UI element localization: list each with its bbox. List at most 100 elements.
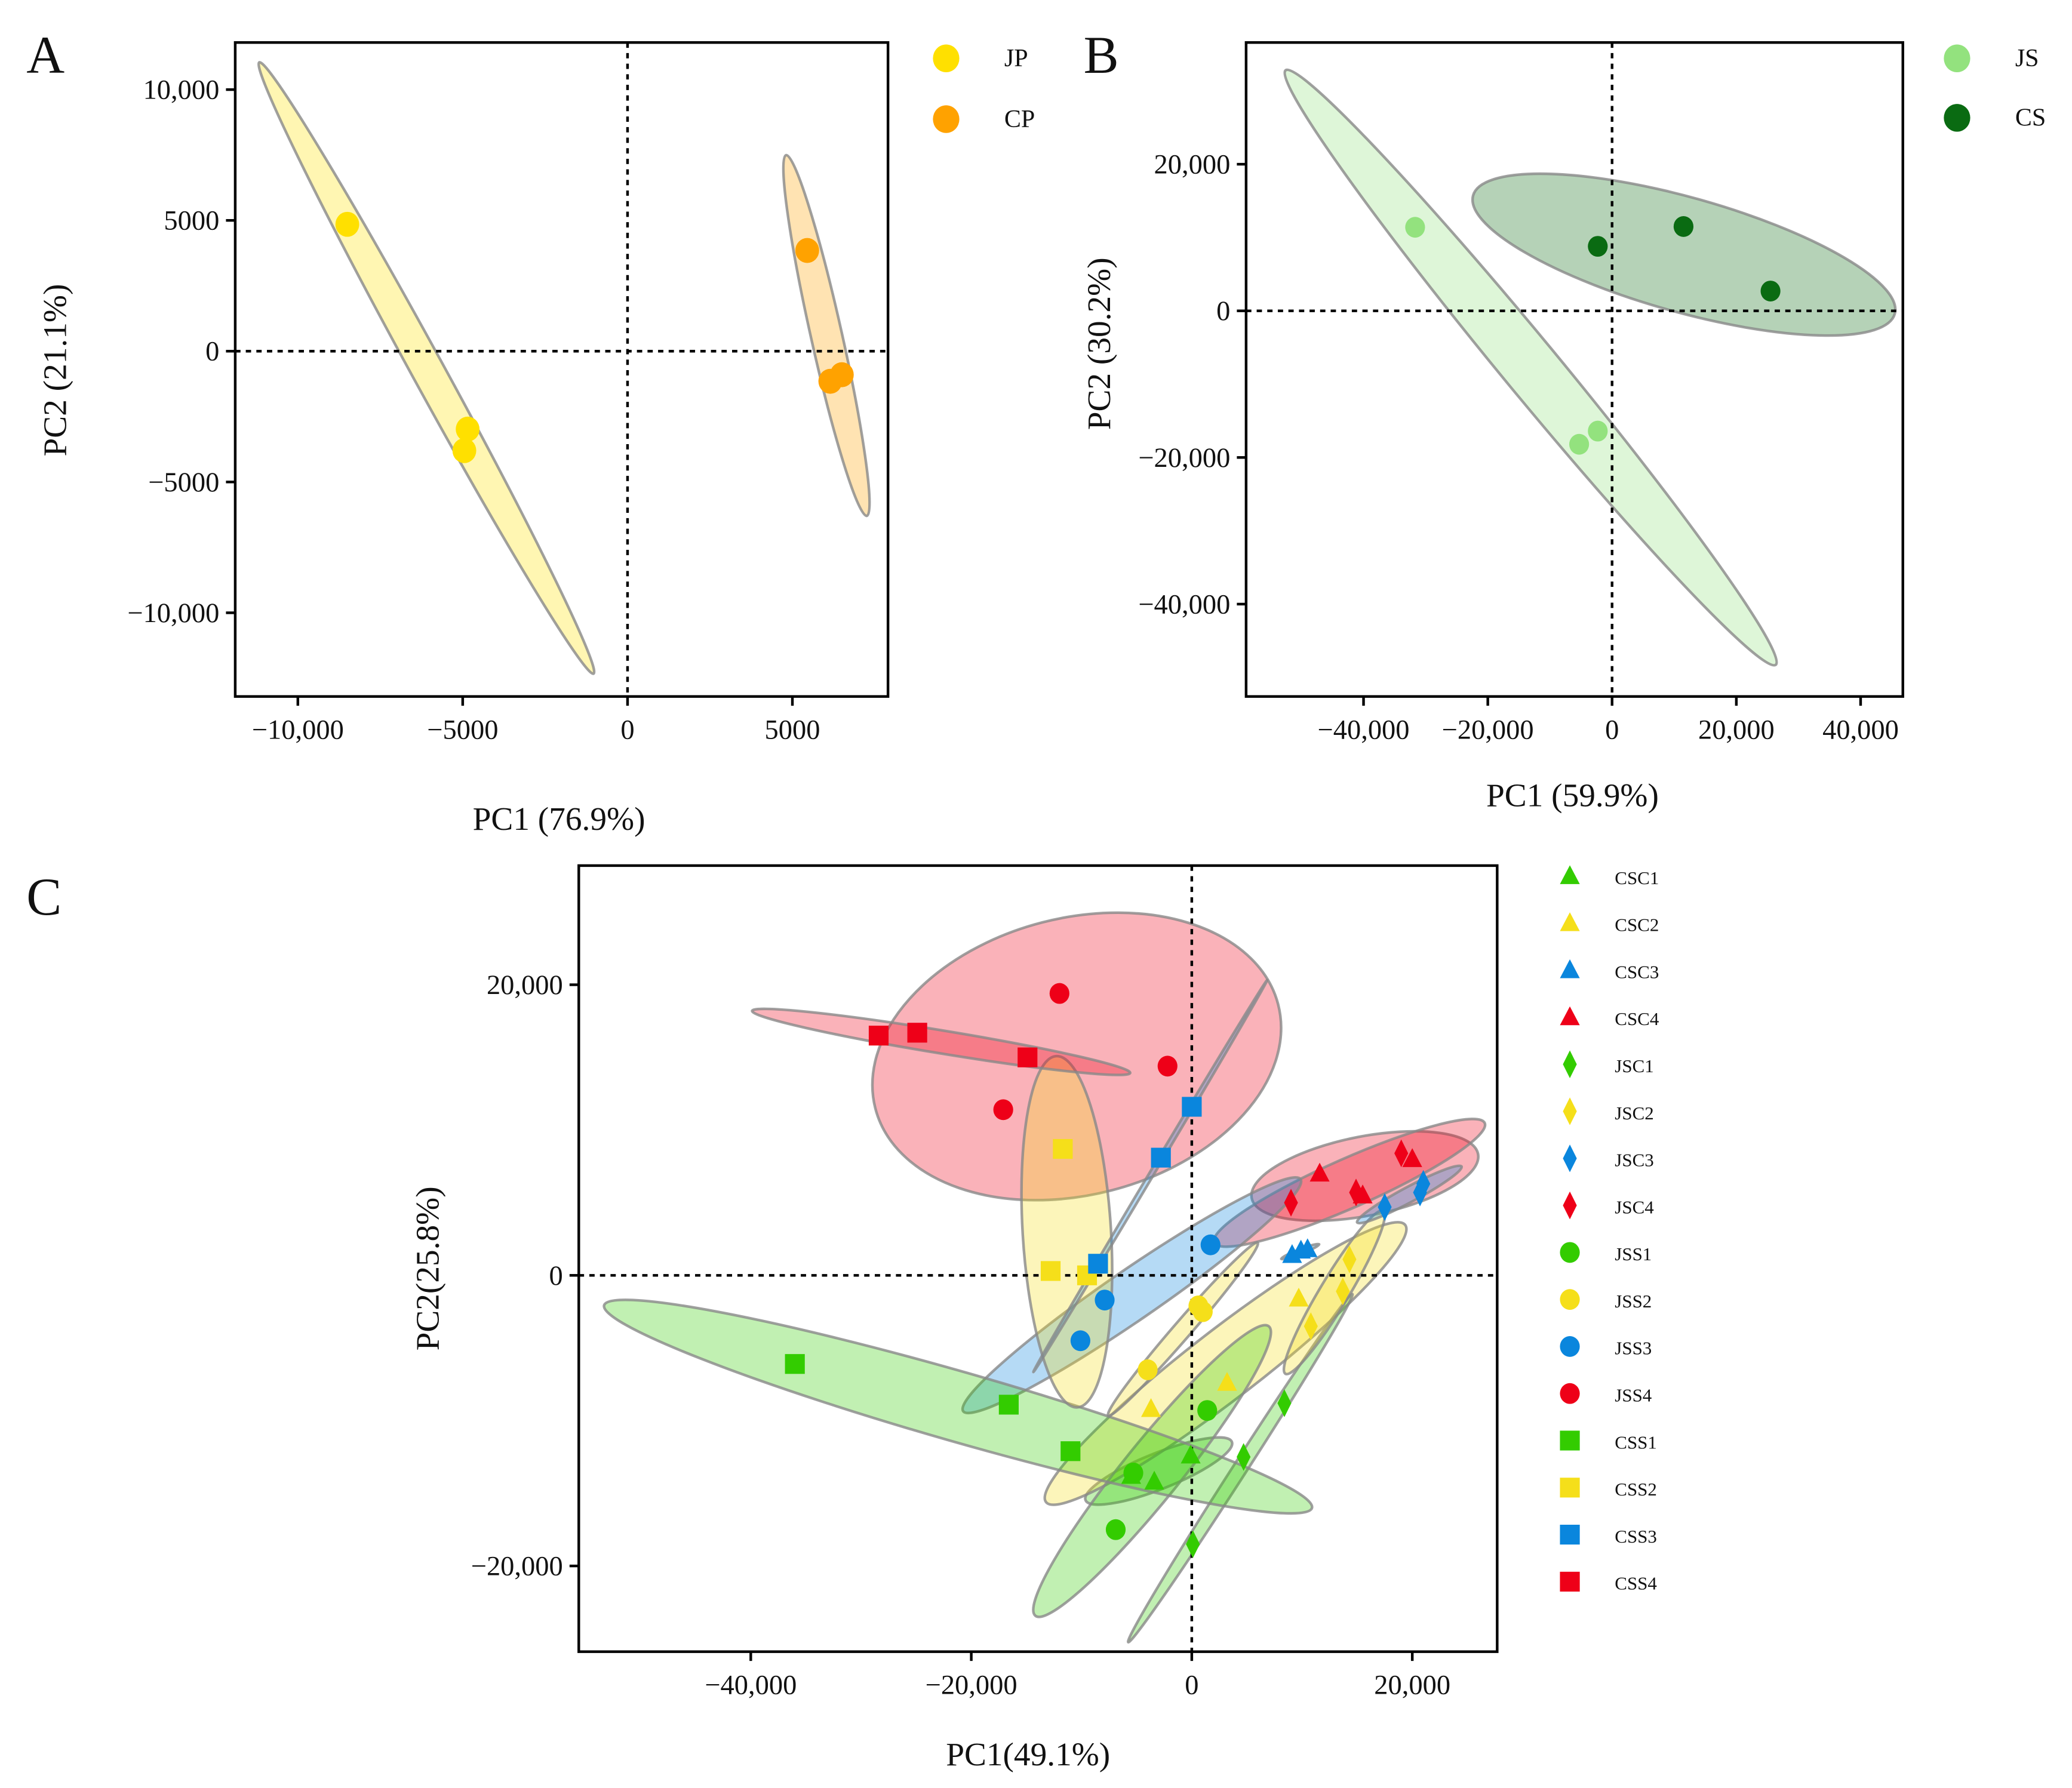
y-tick-label: −20,000 — [1138, 443, 1230, 473]
panel-b-xlabel: PC1 (59.9%) — [1486, 777, 1659, 813]
legend-marker-css1 — [1560, 1430, 1580, 1451]
legend-marker-css4 — [1560, 1571, 1580, 1592]
x-tick-label: −20,000 — [1442, 715, 1534, 745]
y-tick-label: 0 — [549, 1261, 563, 1291]
legend-marker-csc4 — [1560, 1006, 1580, 1026]
y-tick-label: 10,000 — [143, 75, 220, 106]
data-point-jss4 — [1049, 983, 1069, 1004]
data-point-jss1 — [1123, 1462, 1143, 1484]
x-tick-label: −10,000 — [252, 715, 344, 745]
x-tick-label: 40,000 — [1822, 715, 1899, 745]
data-point-jss4 — [993, 1099, 1013, 1121]
data-point-jsc2 — [1342, 1245, 1357, 1273]
legend-label-jsc4: JSC4 — [1615, 1196, 1653, 1217]
legend-marker-jsc4 — [1563, 1191, 1577, 1220]
y-tick-label: 0 — [205, 337, 219, 367]
legend-label-jss2: JSS2 — [1615, 1291, 1652, 1312]
x-tick-label: −5000 — [427, 715, 498, 745]
data-point-cp — [795, 238, 819, 263]
x-tick-label: 0 — [620, 715, 634, 745]
x-tick-label: 0 — [1185, 1670, 1198, 1700]
data-point-jss1 — [1197, 1400, 1218, 1421]
legend-label-jp: JP — [1004, 45, 1028, 72]
x-tick-label: 5000 — [765, 715, 820, 745]
data-point-css3 — [1182, 1097, 1202, 1117]
legend-marker-jss1 — [1560, 1242, 1580, 1263]
x-tick-label: 0 — [1605, 715, 1619, 745]
panel-label-c: C — [26, 868, 62, 927]
legend-marker-csc3 — [1560, 959, 1580, 978]
panel-c-xlabel: PC1(49.1%) — [946, 1736, 1110, 1772]
data-point-jss2 — [1138, 1359, 1158, 1380]
data-point-cs — [1760, 281, 1781, 301]
data-point-jss2 — [1192, 1301, 1213, 1322]
y-tick-label: −5000 — [148, 467, 219, 498]
data-point-css4 — [1017, 1047, 1038, 1067]
legend-label-cs: CS — [2015, 104, 2046, 132]
plot-frame — [1244, 41, 1904, 698]
legend-marker-jsc3 — [1563, 1144, 1577, 1172]
data-point-css1 — [785, 1354, 805, 1374]
legend-label-cp: CP — [1004, 106, 1035, 133]
legend-marker-cp — [933, 105, 960, 133]
legend-marker-css2 — [1560, 1478, 1580, 1498]
x-tick-label: −20,000 — [926, 1670, 1017, 1700]
data-point-csc2 — [1289, 1287, 1309, 1307]
confidence-ellipse-cp — [782, 153, 871, 518]
confidence-ellipse-css1 — [602, 1298, 1314, 1515]
legend-label-css3: CSS3 — [1615, 1526, 1657, 1547]
legend-marker-jp — [933, 44, 960, 73]
data-point-css4 — [868, 1026, 889, 1046]
data-point-csc3 — [1298, 1238, 1318, 1257]
y-tick-label: 20,000 — [1154, 150, 1231, 180]
confidence-ellipse-jss1 — [1032, 1324, 1272, 1618]
legend-marker-jss2 — [1560, 1289, 1580, 1310]
legend-marker-csc2 — [1560, 912, 1580, 931]
data-point-jp — [335, 211, 359, 237]
data-point-jss4 — [1157, 1055, 1178, 1077]
data-point-csc2 — [1140, 1398, 1161, 1417]
legend-label-csc2: CSC2 — [1615, 915, 1659, 935]
confidence-ellipse-css2 — [1020, 1054, 1114, 1409]
data-point-css1 — [998, 1395, 1019, 1415]
y-tick-label: 20,000 — [487, 970, 563, 1001]
confidence-ellipse-jp — [257, 61, 596, 675]
y-tick-label: −20,000 — [471, 1552, 563, 1582]
data-point-jsc3 — [1378, 1193, 1392, 1221]
data-point-cs — [1588, 236, 1608, 257]
legend-label-css2: CSS2 — [1615, 1479, 1657, 1500]
panel-a-xlabel: PC1 (76.9%) — [473, 801, 645, 837]
legend-label-jss4: JSS4 — [1615, 1385, 1652, 1406]
y-tick-label: −40,000 — [1138, 589, 1230, 620]
legend-label-jsc2: JSC2 — [1615, 1103, 1653, 1124]
data-point-css2 — [1053, 1138, 1073, 1159]
data-point-jss3 — [1095, 1290, 1115, 1311]
legend-label-jss1: JSS1 — [1615, 1244, 1652, 1264]
legend-marker-csc1 — [1560, 865, 1580, 884]
legend-marker-js — [1944, 44, 1970, 73]
y-tick-label: 5000 — [164, 206, 219, 236]
data-point-js — [1569, 433, 1590, 455]
data-point-css3 — [1088, 1254, 1108, 1274]
data-point-csc4 — [1309, 1162, 1330, 1182]
legend-marker-css3 — [1560, 1524, 1580, 1545]
data-point-cs — [1673, 216, 1694, 237]
data-point-jp — [452, 438, 477, 463]
legend-marker-jss3 — [1560, 1336, 1580, 1357]
data-point-js — [1588, 420, 1608, 442]
x-tick-label: 20,000 — [1374, 1670, 1450, 1700]
data-point-jsc3 — [1416, 1170, 1431, 1198]
data-point-jsc4 — [1394, 1139, 1409, 1168]
plot-frame — [233, 41, 890, 698]
legend-label-js: JS — [2015, 45, 2039, 72]
legend-label-css4: CSS4 — [1615, 1573, 1657, 1594]
panel-c-plot: −40,000 −20,000 0 20,000 20,000 0 −20,000 CSC1 C… — [471, 864, 1659, 1700]
data-point-csc4 — [1402, 1148, 1422, 1167]
data-point-csc1 — [1144, 1470, 1164, 1490]
data-point-js — [1405, 217, 1425, 238]
legend-label-jsc3: JSC3 — [1615, 1150, 1653, 1171]
plot-frame — [577, 864, 1499, 1653]
panel-c-ylabel: PC2(25.8%) — [410, 1186, 446, 1350]
legend-label-csc1: CSC1 — [1615, 867, 1659, 888]
x-tick-label: −40,000 — [1318, 715, 1410, 745]
